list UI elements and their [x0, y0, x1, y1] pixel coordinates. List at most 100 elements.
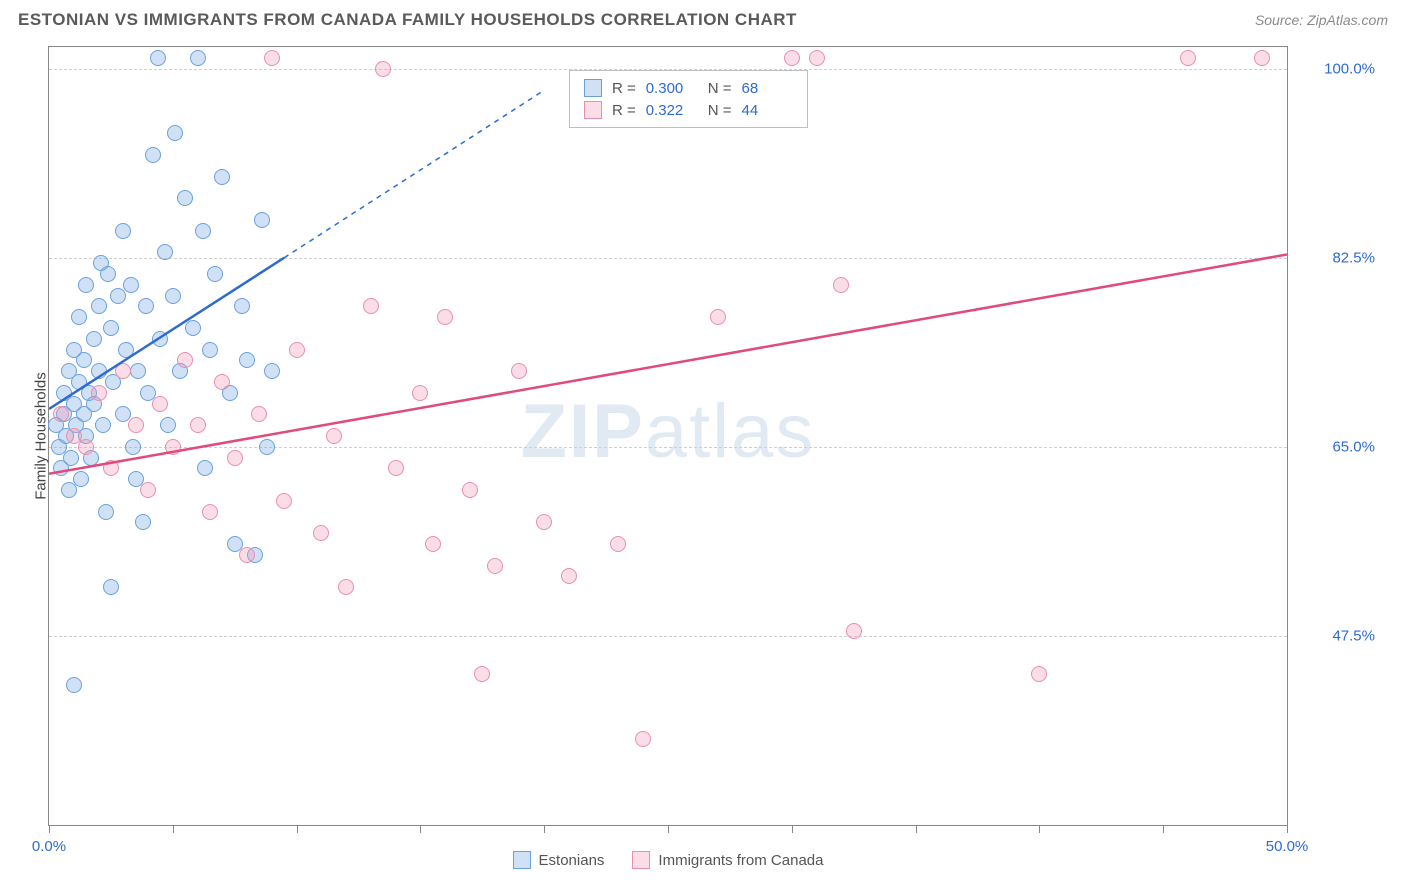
gridline [49, 258, 1287, 259]
scatter-point [100, 266, 116, 282]
scatter-point [135, 514, 151, 530]
scatter-point [239, 547, 255, 563]
legend-label: Immigrants from Canada [658, 852, 823, 869]
scatter-point [610, 536, 626, 552]
scatter-point [78, 277, 94, 293]
scatter-point [177, 190, 193, 206]
scatter-point [536, 514, 552, 530]
scatter-point [190, 417, 206, 433]
scatter-point [437, 309, 453, 325]
y-axis-title: Family Households [33, 372, 50, 500]
stats-row: R =0.300N =68 [584, 77, 794, 99]
scatter-point [214, 374, 230, 390]
x-tick [1287, 825, 1288, 833]
scatter-point [66, 677, 82, 693]
scatter-point [185, 320, 201, 336]
trend-lines [49, 47, 1287, 825]
x-tick [49, 825, 50, 833]
x-tick [1039, 825, 1040, 833]
scatter-point [338, 579, 354, 595]
scatter-point [130, 363, 146, 379]
scatter-point [462, 482, 478, 498]
scatter-point [809, 50, 825, 66]
scatter-point [53, 406, 69, 422]
scatter-point [276, 493, 292, 509]
scatter-point [1031, 666, 1047, 682]
x-tick [668, 825, 669, 833]
x-tick [297, 825, 298, 833]
scatter-point [145, 147, 161, 163]
y-tick-label: 100.0% [1295, 60, 1375, 77]
scatter-point [197, 460, 213, 476]
y-tick-label: 47.5% [1295, 627, 1375, 644]
scatter-point [1254, 50, 1270, 66]
stats-n-value: 44 [741, 102, 793, 119]
scatter-point [710, 309, 726, 325]
scatter-point [635, 731, 651, 747]
scatter-point [363, 298, 379, 314]
scatter-point [487, 558, 503, 574]
scatter-point [195, 223, 211, 239]
scatter-point [264, 50, 280, 66]
scatter-point [846, 623, 862, 639]
x-tick [792, 825, 793, 833]
scatter-point [177, 352, 193, 368]
x-tick [916, 825, 917, 833]
scatter-point [152, 331, 168, 347]
scatter-point [73, 471, 89, 487]
gridline [49, 636, 1287, 637]
chart-container: Family Households ZIPatlas 47.5%65.0%82.… [18, 46, 1388, 874]
scatter-point [103, 579, 119, 595]
scatter-point [167, 125, 183, 141]
source-label: Source: ZipAtlas.com [1255, 12, 1388, 28]
legend-swatch [513, 851, 531, 869]
x-tick [1163, 825, 1164, 833]
scatter-point [207, 266, 223, 282]
stats-r-label: R = [612, 80, 636, 97]
scatter-point [103, 460, 119, 476]
scatter-point [165, 439, 181, 455]
scatter-point [202, 342, 218, 358]
legend-item: Estonians [513, 851, 605, 869]
scatter-point [103, 320, 119, 336]
scatter-point [784, 50, 800, 66]
scatter-point [98, 504, 114, 520]
x-tick [544, 825, 545, 833]
bottom-legend: Estonians Immigrants from Canada [48, 846, 1288, 874]
scatter-point [833, 277, 849, 293]
gridline [49, 447, 1287, 448]
x-tick [173, 825, 174, 833]
scatter-point [76, 352, 92, 368]
scatter-point [239, 352, 255, 368]
scatter-point [375, 61, 391, 77]
scatter-point [140, 482, 156, 498]
legend-swatch [584, 101, 602, 119]
scatter-point [259, 439, 275, 455]
stats-r-value: 0.322 [646, 102, 698, 119]
scatter-point [123, 277, 139, 293]
scatter-point [264, 363, 280, 379]
scatter-point [289, 342, 305, 358]
scatter-point [115, 363, 131, 379]
scatter-point [1180, 50, 1196, 66]
legend-item: Immigrants from Canada [632, 851, 823, 869]
scatter-point [251, 406, 267, 422]
scatter-point [115, 223, 131, 239]
scatter-point [152, 396, 168, 412]
scatter-point [125, 439, 141, 455]
scatter-point [78, 439, 94, 455]
stats-r-value: 0.300 [646, 80, 698, 97]
x-tick [420, 825, 421, 833]
scatter-point [63, 450, 79, 466]
scatter-point [71, 309, 87, 325]
scatter-point [150, 50, 166, 66]
scatter-point [128, 417, 144, 433]
stats-n-label: N = [708, 102, 732, 119]
scatter-point [190, 50, 206, 66]
stats-row: R =0.322N =44 [584, 99, 794, 121]
scatter-point [412, 385, 428, 401]
scatter-point [138, 298, 154, 314]
header: ESTONIAN VS IMMIGRANTS FROM CANADA FAMIL… [0, 0, 1406, 38]
scatter-point [91, 363, 107, 379]
scatter-point [254, 212, 270, 228]
